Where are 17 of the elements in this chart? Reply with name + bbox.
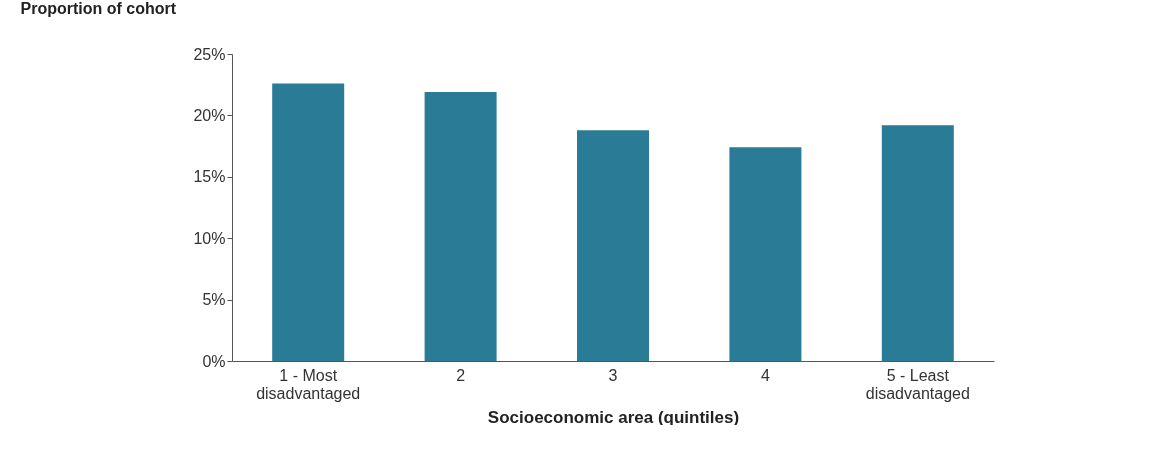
bar (272, 83, 345, 361)
y-tick-label: 0% (202, 352, 226, 370)
x-tick-label: 4 (760, 366, 770, 384)
y-tick-label: 5% (202, 291, 226, 309)
y-tick-label: 25% (193, 45, 226, 63)
x-tick-label: 1 - Most disadvantaged (256, 366, 361, 402)
bar (424, 92, 497, 361)
x-tick-label: 5 - Least disadvantaged (865, 366, 970, 402)
y-tick-label: 15% (193, 168, 226, 186)
y-tick-label: 20% (193, 106, 226, 124)
x-tick-label: 2 (456, 366, 466, 384)
bar (881, 125, 954, 361)
bar (729, 147, 802, 361)
y-tick-label: 10% (193, 229, 226, 247)
x-tick-label: 3 (608, 366, 618, 384)
bar (577, 130, 649, 361)
y-axis-title: Proportion of cohort (20, 0, 177, 17)
